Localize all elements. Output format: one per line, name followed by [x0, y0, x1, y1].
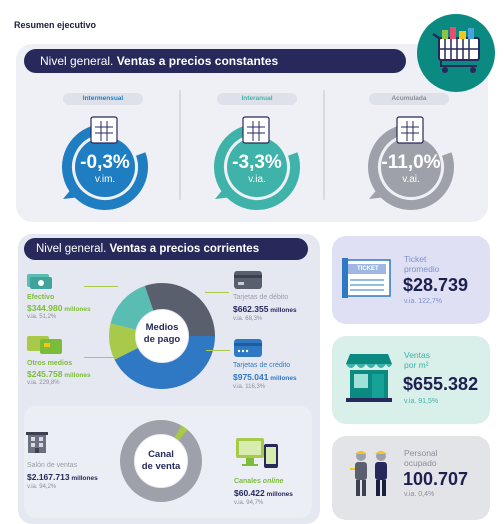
connector-line [205, 292, 229, 293]
ticket-via: v.ia. 122,7% [404, 298, 443, 305]
online-label: Canales online [234, 478, 284, 485]
ventas-m2-via: v.ia. 91,5% [404, 398, 439, 405]
metric-interanual-value: -3,3% [232, 152, 282, 173]
gauge-acumulada [359, 115, 463, 215]
metric-interanual-sub: v.ia. [248, 174, 266, 185]
storefront-icon [342, 350, 396, 404]
constant-prices-header: Nivel general. Ventas a precios constant… [24, 49, 406, 73]
medios-label-1: Medios [145, 322, 179, 333]
connector-line [84, 357, 118, 358]
personal-label-2: ocupado [404, 458, 437, 468]
canal-label-2: de venta [141, 461, 181, 472]
online-devices-icon [234, 436, 282, 470]
payment-methods-donut [108, 282, 216, 390]
canal-label-1: Canal [148, 449, 174, 460]
other-payment-icon [26, 333, 66, 355]
ticket-icon [342, 254, 394, 300]
pill-intermensual: Intermensual [63, 93, 143, 105]
efectivo-label: Efectivo [27, 294, 55, 301]
credito-via: v.ia. 116,3% [233, 384, 266, 390]
ticket-label-2: promedio [404, 264, 440, 274]
personal-via: v.ia. 0,4% [404, 491, 435, 498]
shopping-cart-icon [432, 27, 480, 73]
efectivo-via: v.ia. 51,2% [27, 314, 57, 320]
credit-card-icon [233, 338, 263, 358]
salon-value: $2.167.713 millones [27, 472, 98, 482]
ticket-label-1: Ticket [404, 254, 427, 264]
ventas-m2-label-1: Ventas [404, 350, 430, 360]
credito-label: Tarjetas de crédito [233, 362, 291, 369]
otros-label: Otros medios [27, 360, 73, 367]
shopping-cart-badge [417, 14, 495, 92]
debito-value: $662.355 millones [233, 304, 297, 314]
ticket-icon-text: TICKET [357, 266, 379, 272]
cash-icon [26, 272, 52, 290]
gauge-interanual [205, 115, 309, 215]
pill-acumulada: Acumulada [369, 93, 449, 105]
metric-intermensual-value: -0,3% [80, 152, 130, 173]
ventas-m2-value: $655.382 [403, 374, 479, 394]
ticket-value: $28.739 [403, 275, 469, 295]
medios-label-2: de pago [143, 334, 181, 345]
column-divider [323, 90, 325, 200]
efectivo-value: $344.980 millones [27, 303, 91, 313]
current-prices-header: Nivel general. Ventas a precios corrient… [24, 238, 308, 260]
salon-via: v.ia. 94,2% [27, 484, 57, 490]
store-building-icon [26, 430, 48, 454]
metric-acumulada-sub: v.ai. [402, 174, 420, 185]
otros-via: v.ia. 229,8% [27, 380, 60, 386]
pill-interanual: Interanual [217, 93, 297, 105]
debit-card-icon [233, 270, 263, 290]
otros-value: $245.758 millones [27, 369, 91, 379]
column-divider [179, 90, 181, 200]
gauge-intermensual [53, 115, 157, 215]
metric-intermensual-sub: v.im. [94, 174, 116, 185]
connector-line [84, 286, 118, 287]
personal-value: 100.707 [403, 469, 469, 489]
debito-via: v.ia. 68,3% [233, 316, 263, 322]
workers-icon [346, 446, 396, 500]
credito-value: $975.041 millones [233, 372, 297, 382]
ventas-m2-label-2: por m² [404, 360, 429, 370]
page-title: Resumen ejecutivo [14, 20, 97, 30]
sales-channel-donut [118, 418, 204, 504]
debito-label: Tarjetas de débito [233, 294, 289, 301]
online-via: v.ia. 94,7% [234, 500, 264, 506]
personal-label-1: Personal [404, 448, 438, 458]
metric-acumulada-value: -11,0% [381, 152, 441, 173]
connector-line [206, 350, 230, 351]
salon-label: Salón de ventas [27, 462, 78, 469]
online-value: $60.422 millones [234, 488, 293, 498]
